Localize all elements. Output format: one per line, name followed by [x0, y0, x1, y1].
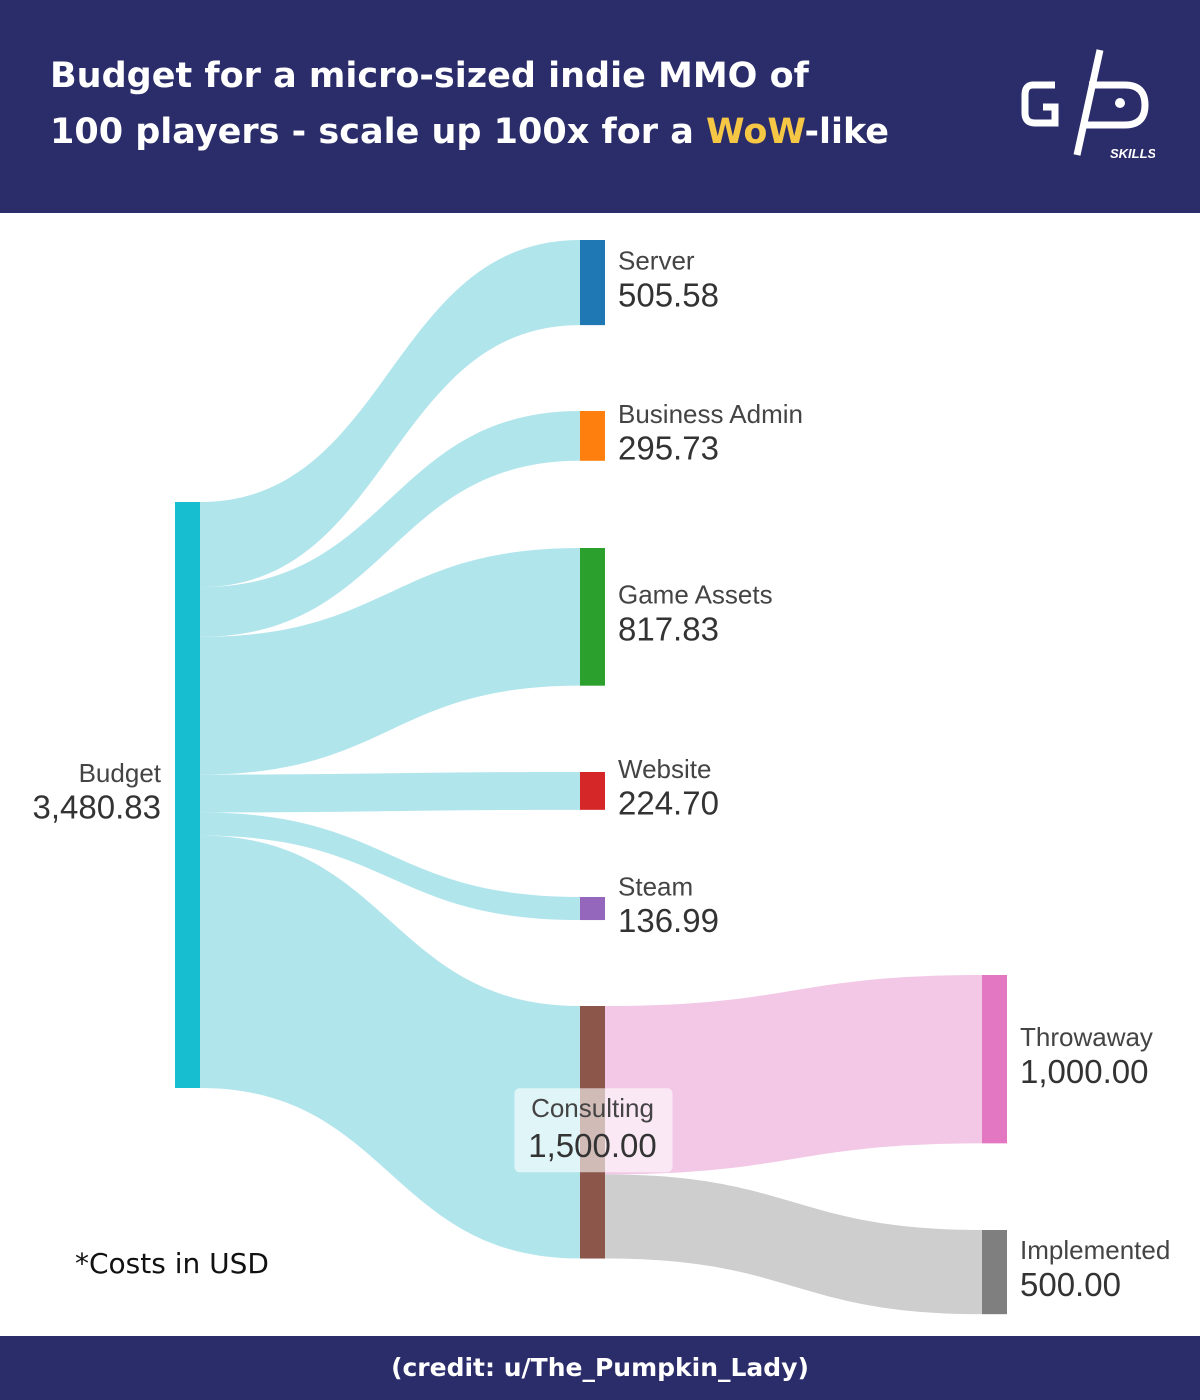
node — [580, 772, 605, 810]
node — [580, 897, 605, 921]
node-value: 3,480.83 — [33, 789, 161, 826]
link — [200, 812, 580, 921]
node — [580, 411, 605, 461]
node-name: Consulting — [531, 1093, 654, 1123]
label-background — [514, 1088, 673, 1173]
node-value: 224.70 — [618, 785, 719, 822]
title-highlight: WoW — [706, 112, 805, 152]
logo-d — [1085, 81, 1149, 129]
node-value: 295.73 — [618, 430, 719, 467]
link — [200, 835, 580, 1259]
logo-dot — [1115, 98, 1125, 108]
header: Budget for a micro-sized indie MMO of 10… — [0, 0, 1200, 213]
title-line: Budget for a micro-sized indie MMO of — [50, 56, 809, 96]
node — [175, 502, 200, 1088]
logo-g — [1021, 81, 1059, 127]
title-part: 100 players - scale up 100x for a — [50, 112, 706, 152]
node-value: 500.00 — [1020, 1266, 1121, 1303]
node-value: 505.58 — [618, 276, 719, 313]
link — [605, 1174, 982, 1315]
logo-slash — [1073, 49, 1104, 156]
node-name: Implemented — [1020, 1235, 1170, 1265]
node — [580, 548, 605, 686]
node-name: Server — [618, 245, 695, 275]
footnote: *Costs in USD — [75, 1247, 269, 1280]
node — [982, 1230, 1007, 1315]
node — [580, 240, 605, 326]
node-name: Budget — [79, 758, 162, 788]
node-value: 136.99 — [618, 902, 719, 939]
logo-text: SKILLS — [1110, 146, 1155, 161]
logo: SKILLS — [1021, 49, 1155, 161]
link — [200, 772, 580, 813]
footer: (credit: u/The_Pumpkin_Lady) — [0, 1336, 1200, 1400]
node-value: 1,000.00 — [1020, 1053, 1148, 1090]
link — [605, 975, 982, 1175]
node-name: Business Admin — [618, 399, 803, 429]
link — [200, 411, 580, 637]
title-line: 100 players - scale up 100x for a WoW-li… — [50, 112, 889, 152]
node-value: 817.83 — [618, 611, 719, 648]
link — [200, 240, 580, 588]
node-name: Website — [618, 754, 711, 784]
link — [200, 548, 580, 775]
node-value: 1,500.00 — [528, 1127, 656, 1164]
node-name: Throwaway — [1020, 1022, 1153, 1052]
node-name: Game Assets — [618, 580, 773, 610]
node — [982, 975, 1007, 1144]
title-part: -like — [804, 112, 890, 152]
node-name: Steam — [618, 871, 693, 901]
